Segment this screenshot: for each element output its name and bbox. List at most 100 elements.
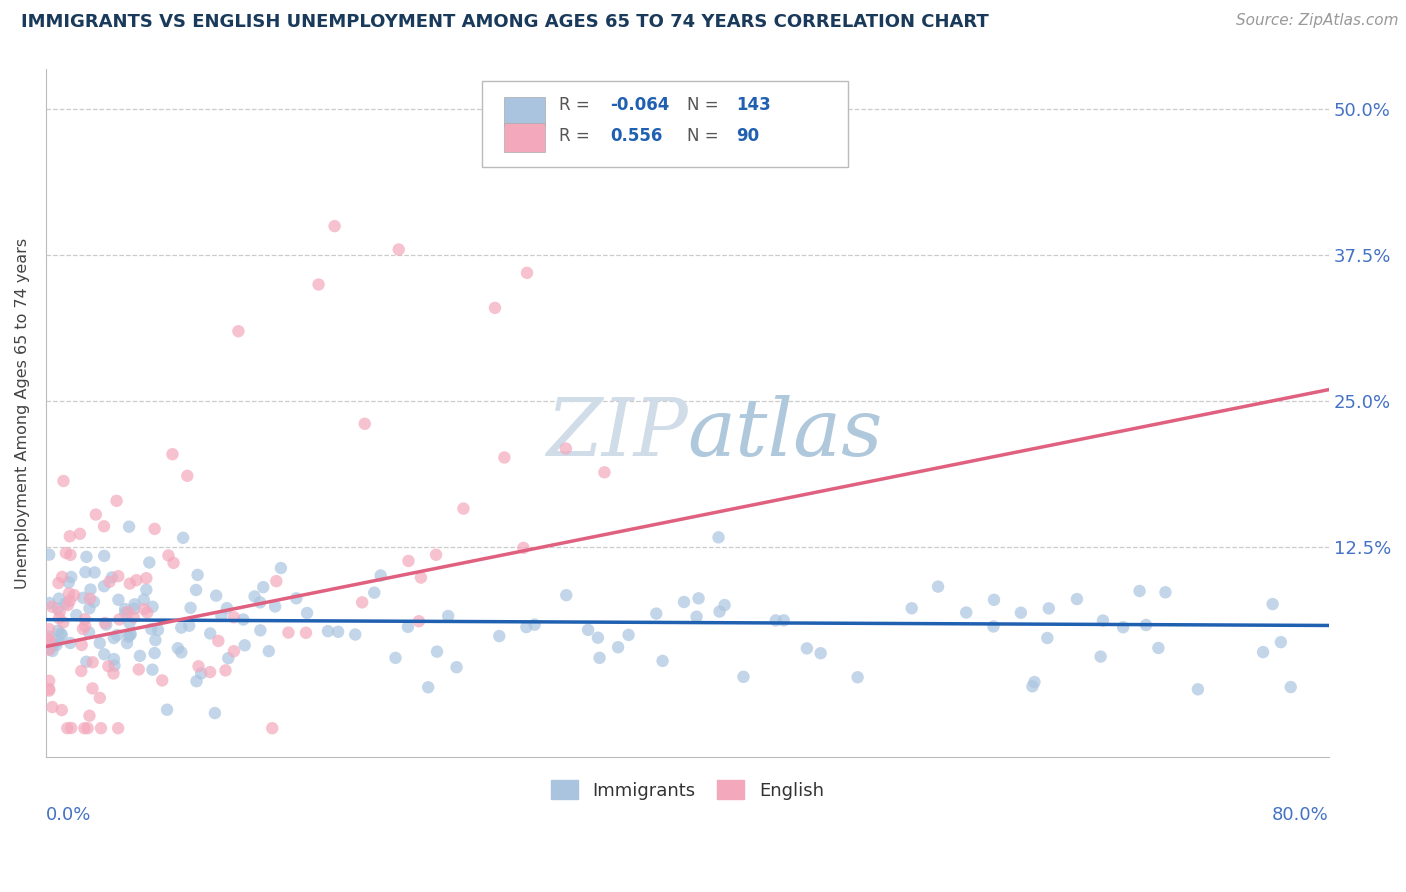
Point <box>101 570 124 584</box>
Point <box>1135 618 1157 632</box>
Point <box>323 219 346 234</box>
Point <box>252 580 274 594</box>
Point <box>673 595 696 609</box>
Point <box>1024 675 1046 690</box>
Point <box>685 609 707 624</box>
Point <box>363 585 385 599</box>
Point <box>576 623 599 637</box>
Point <box>49 626 72 640</box>
Point <box>418 680 440 694</box>
Text: 90: 90 <box>737 127 759 145</box>
Point <box>72 622 94 636</box>
Point <box>713 598 735 612</box>
Point <box>63 588 86 602</box>
Point <box>89 690 111 705</box>
Point <box>65 608 87 623</box>
Point <box>49 605 72 619</box>
Point <box>125 573 148 587</box>
Point <box>190 666 212 681</box>
Point <box>105 493 128 508</box>
Point <box>353 417 375 431</box>
Text: 143: 143 <box>737 96 770 114</box>
Point <box>117 630 139 644</box>
Point <box>38 682 60 697</box>
Point <box>688 591 710 606</box>
Point <box>143 646 166 660</box>
Point <box>51 570 73 584</box>
Point <box>344 627 367 641</box>
Point <box>927 580 949 594</box>
Point <box>1147 640 1170 655</box>
Point <box>69 526 91 541</box>
Point <box>1154 585 1177 599</box>
Point <box>114 602 136 616</box>
Point <box>38 642 60 657</box>
Point <box>103 658 125 673</box>
Point <box>488 629 510 643</box>
Point <box>484 301 506 315</box>
Point <box>120 627 142 641</box>
Point <box>89 636 111 650</box>
Point <box>200 626 222 640</box>
Text: 80.0%: 80.0% <box>1272 805 1329 823</box>
Point <box>136 606 159 620</box>
Point <box>114 606 136 620</box>
Point <box>60 721 83 735</box>
Point <box>107 592 129 607</box>
Point <box>1128 584 1150 599</box>
Point <box>205 589 228 603</box>
Point <box>103 652 125 666</box>
Point <box>93 549 115 563</box>
Point <box>593 466 616 480</box>
Point <box>59 636 82 650</box>
Point <box>52 474 75 488</box>
Point <box>75 619 97 633</box>
Point <box>425 548 447 562</box>
Point <box>38 683 60 698</box>
Point <box>187 567 209 582</box>
Point <box>249 595 271 609</box>
Point <box>494 450 516 465</box>
Point <box>96 617 118 632</box>
Point <box>257 644 280 658</box>
Point <box>56 598 79 612</box>
Point <box>38 642 60 657</box>
Point <box>51 628 73 642</box>
Point <box>176 468 198 483</box>
Point <box>128 662 150 676</box>
Point <box>72 591 94 605</box>
Point <box>1036 631 1059 645</box>
Point <box>38 633 60 648</box>
Text: 0.556: 0.556 <box>610 127 662 145</box>
Point <box>93 647 115 661</box>
Point <box>285 591 308 606</box>
Point <box>228 324 250 338</box>
Point <box>94 615 117 630</box>
Point <box>134 602 156 616</box>
Point <box>512 541 534 555</box>
Point <box>384 651 406 665</box>
Point <box>214 664 236 678</box>
Point <box>76 721 98 735</box>
Point <box>437 609 460 624</box>
Point <box>73 721 96 735</box>
Point <box>129 648 152 663</box>
Point <box>810 646 832 660</box>
Point <box>1038 601 1060 615</box>
Point <box>222 610 245 624</box>
Point <box>233 638 256 652</box>
Text: N =: N = <box>688 127 724 145</box>
Point <box>1112 620 1135 634</box>
Text: ZIP: ZIP <box>546 395 688 473</box>
Point <box>1187 682 1209 697</box>
Point <box>709 605 731 619</box>
Point <box>46 602 69 616</box>
Bar <box>503 123 546 152</box>
Point <box>1091 614 1114 628</box>
Point <box>388 243 411 257</box>
Point <box>41 599 63 614</box>
Point <box>408 614 430 628</box>
Point <box>352 595 374 609</box>
Point <box>145 633 167 648</box>
Point <box>141 663 163 677</box>
